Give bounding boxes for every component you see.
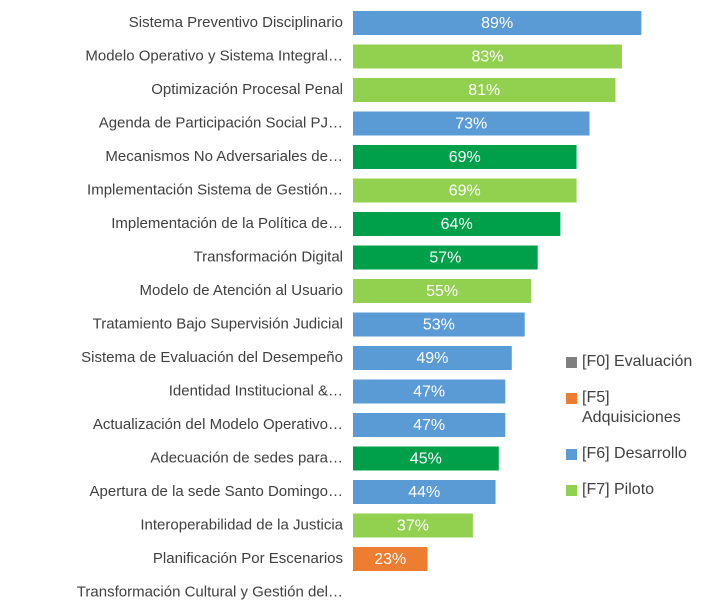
category-label: Planificación Por Escenarios (153, 550, 343, 567)
category-label: Actualización del Modelo Operativo… (93, 416, 343, 433)
value-label: 53% (423, 317, 455, 334)
legend-item: [F7] Piloto (566, 480, 706, 500)
category-label: Implementación Sistema de Gestión… (87, 181, 343, 198)
legend-swatch (566, 357, 577, 368)
category-label: Adecuación de sedes para… (150, 449, 343, 466)
legend-swatch (566, 449, 577, 460)
category-label: Optimización Procesal Penal (151, 81, 343, 98)
category-label: Sistema de Evaluación del Desempeño (81, 349, 343, 366)
value-label: 49% (416, 350, 448, 367)
bar (353, 145, 577, 169)
bar (353, 245, 538, 270)
bar (353, 11, 642, 35)
legend-label: [F6] Desarrollo (582, 445, 687, 462)
value-label: 44% (408, 484, 440, 501)
legend-item: [F0] Evaluación (566, 352, 706, 372)
legend: [F0] Evaluación [F5] Adquisiciones [F6] De… (566, 352, 706, 516)
bar (353, 312, 525, 337)
value-label: 57% (429, 250, 461, 267)
bar (353, 547, 428, 571)
value-label: 23% (374, 551, 406, 568)
category-label: Agenda de Participación Social PJ… (99, 114, 343, 131)
bar (353, 513, 473, 538)
legend-swatch (566, 393, 577, 404)
category-label: Modelo Operativo y Sistema Integral… (85, 47, 343, 64)
bar (353, 446, 499, 471)
value-label: 83% (471, 49, 503, 66)
category-label: Implementación de la Política de… (111, 215, 343, 232)
category-label: Transformación Cultural y Gestión del… (77, 583, 343, 600)
value-label: 64% (441, 216, 473, 233)
legend-item: [F5] Adquisiciones (566, 388, 706, 428)
bar (353, 78, 616, 102)
legend-swatch (566, 485, 577, 496)
bar (353, 44, 622, 69)
bar (353, 480, 496, 504)
category-label: Identidad Institucional &… (169, 382, 343, 399)
value-label: 73% (455, 116, 487, 133)
bar (353, 178, 577, 203)
value-label: 47% (413, 417, 445, 434)
category-label: Mecanismos No Adversariales de… (105, 148, 343, 165)
bar (353, 111, 590, 136)
value-label: 81% (468, 82, 500, 99)
legend-label: [F5] Adquisiciones (582, 389, 681, 426)
value-label: 47% (413, 384, 445, 401)
category-label: Interoperabilidad de la Justicia (140, 516, 343, 533)
value-label: 69% (449, 183, 481, 200)
value-label: 69% (449, 149, 481, 166)
category-label: Sistema Preventivo Disciplinario (129, 14, 343, 31)
bar (353, 346, 512, 370)
value-label: 55% (426, 283, 458, 300)
value-label: 45% (410, 451, 442, 468)
category-label: Modelo de Atención al Usuario (140, 282, 343, 299)
bar (353, 212, 561, 236)
category-label: Apertura de la sede Santo Domingo… (90, 483, 343, 500)
value-label: 89% (481, 15, 513, 32)
bar (353, 379, 506, 404)
value-label: 37% (397, 518, 429, 535)
bar (353, 413, 506, 437)
bar (353, 279, 532, 303)
legend-label: [F0] Evaluación (582, 353, 693, 370)
category-label: Transformación Digital (194, 248, 344, 265)
category-label: Tratamiento Bajo Supervisión Judicial (93, 315, 343, 332)
legend-item: [F6] Desarrollo (566, 444, 706, 464)
legend-label: [F7] Piloto (582, 481, 655, 498)
